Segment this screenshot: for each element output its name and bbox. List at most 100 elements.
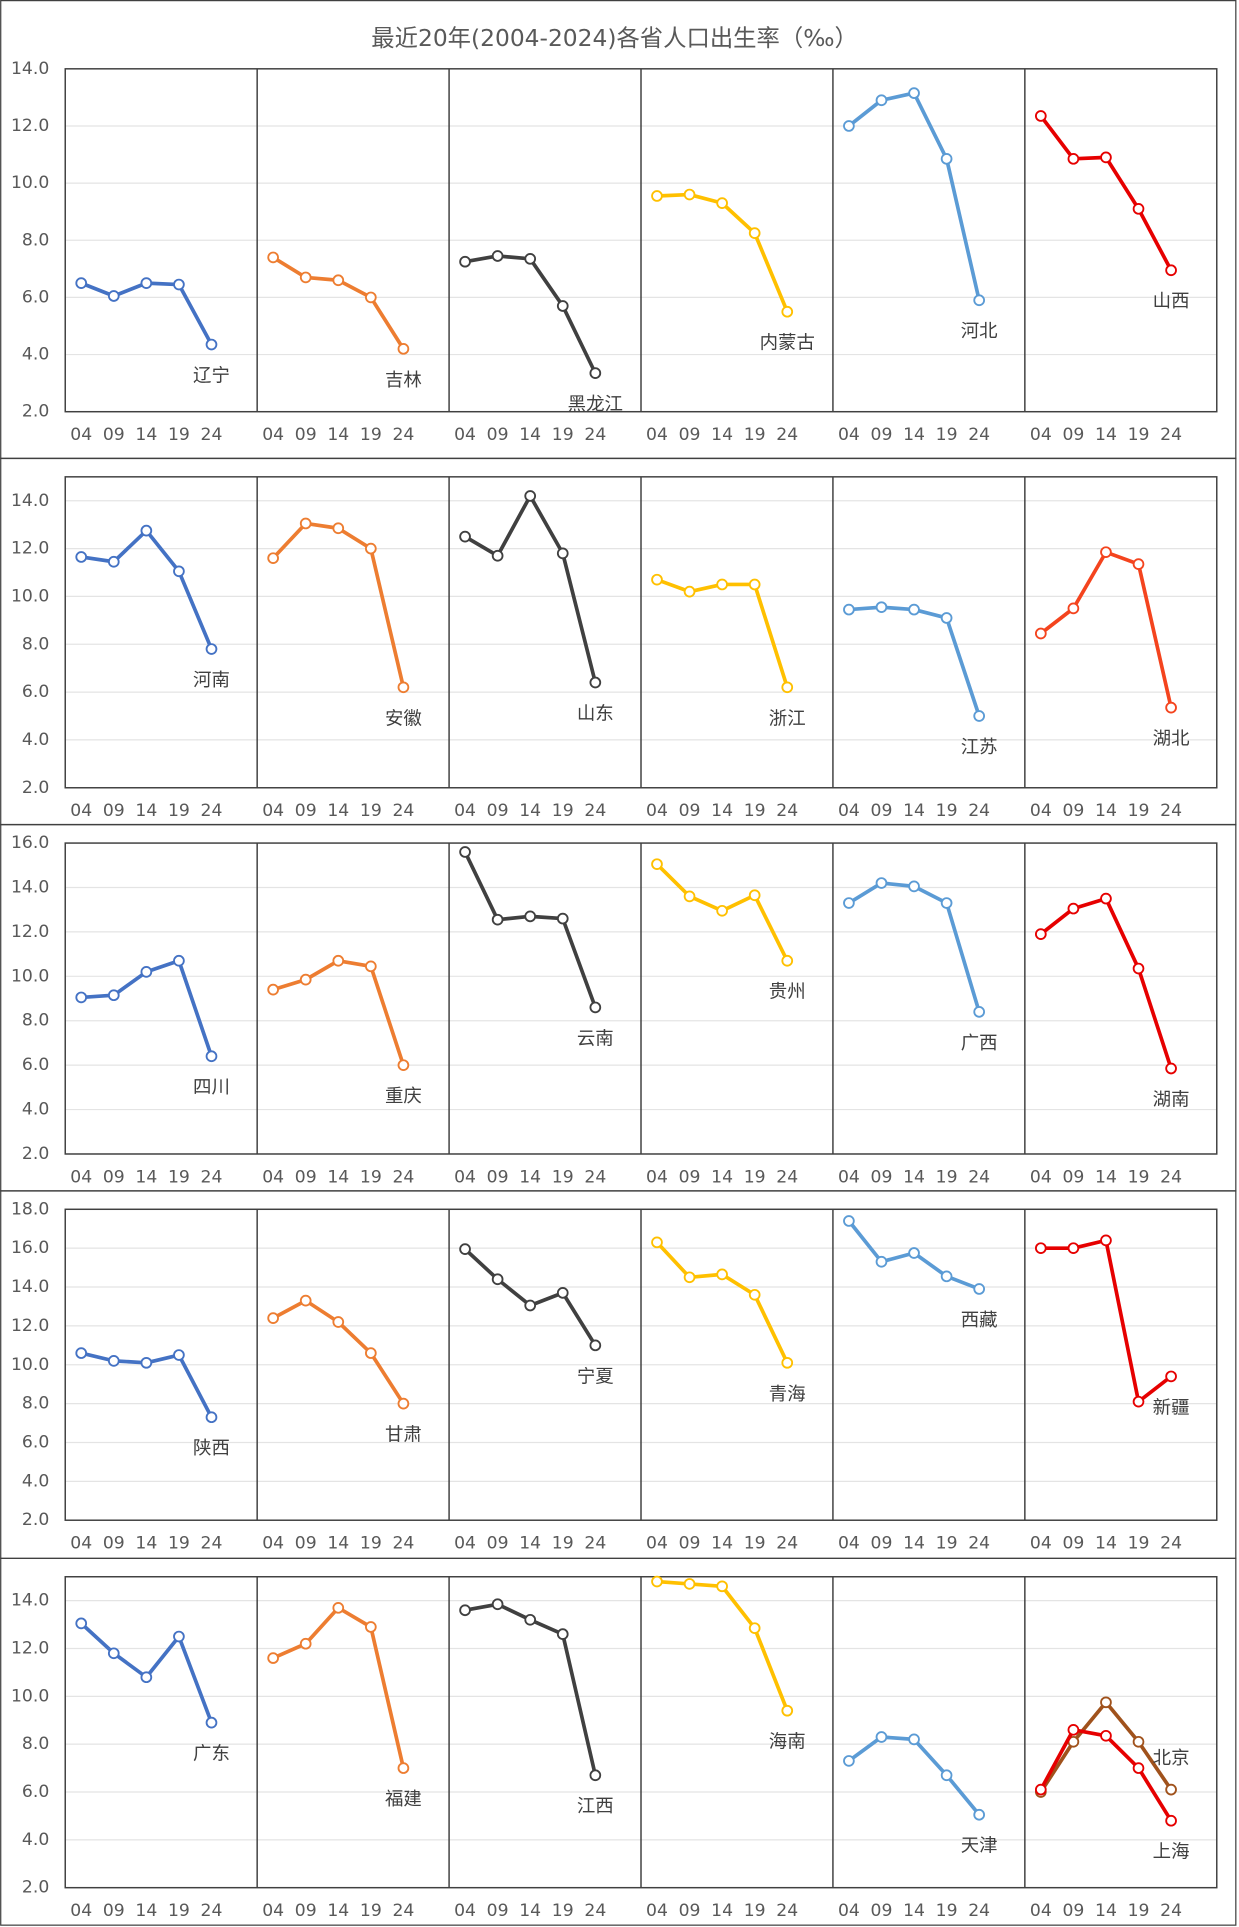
series-label: 贵州 (769, 982, 806, 1003)
x-tick-label: 14 (711, 1901, 733, 1921)
data-point (1100, 1696, 1112, 1709)
x-tick-label: 04 (70, 1167, 92, 1187)
x-tick-label: 04 (838, 1901, 860, 1921)
data-point (589, 1339, 602, 1352)
y-tick-label: 4.0 (22, 1830, 49, 1850)
data-point (940, 612, 953, 624)
data-point (491, 1598, 504, 1611)
series-label: 北京 (1153, 1748, 1190, 1769)
data-point (908, 880, 920, 893)
x-tick-label: 09 (295, 1534, 317, 1554)
y-tick-label: 14.0 (11, 491, 49, 511)
data-point (397, 1059, 410, 1071)
series-label: 辽宁 (193, 366, 230, 387)
data-point (524, 1299, 537, 1312)
x-tick-label: 24 (201, 1167, 223, 1187)
x-tick-label: 09 (487, 801, 509, 821)
data-point (748, 227, 761, 239)
x-tick-label: 19 (936, 1167, 958, 1187)
series-label: 青海 (769, 1384, 806, 1405)
y-tick-label: 6.0 (22, 1782, 49, 1802)
x-tick-label: 09 (1062, 425, 1084, 445)
x-tick-label: 19 (936, 425, 958, 445)
data-point (651, 573, 663, 586)
y-tick-label: 12.0 (11, 922, 49, 942)
x-tick-label: 24 (392, 1167, 414, 1187)
x-tick-label: 24 (1160, 1534, 1182, 1554)
x-tick-label: 04 (454, 425, 476, 445)
y-tick-label: 14.0 (11, 877, 49, 897)
y-tick-label: 2.0 (22, 778, 49, 798)
y-tick-label: 16.0 (11, 833, 49, 853)
x-tick-label: 19 (1128, 801, 1150, 821)
x-tick-label: 09 (679, 1901, 701, 1921)
x-tick-label: 24 (776, 801, 798, 821)
data-point (1132, 202, 1145, 215)
data-point (973, 1006, 986, 1018)
x-tick-label: 04 (70, 1534, 92, 1554)
x-tick-label: 19 (744, 1167, 766, 1187)
x-tick-label: 14 (903, 1167, 925, 1187)
data-point (140, 1356, 153, 1369)
data-point (843, 1215, 855, 1227)
data-point (397, 343, 410, 355)
data-point (1132, 1735, 1145, 1748)
x-tick-label: 04 (1030, 1167, 1052, 1187)
data-point (459, 255, 471, 268)
x-tick-label: 24 (968, 425, 990, 445)
data-point (973, 294, 986, 307)
data-point (173, 278, 185, 291)
x-tick-label: 19 (1128, 1901, 1150, 1921)
data-point (75, 1347, 88, 1359)
data-point (332, 954, 345, 967)
data-point (1165, 1370, 1177, 1383)
data-point (908, 603, 920, 616)
x-tick-label: 24 (584, 1901, 606, 1921)
series-label: 重庆 (385, 1086, 422, 1107)
data-point (1165, 1062, 1177, 1075)
data-point (1132, 962, 1145, 975)
x-tick-label: 04 (262, 1534, 284, 1554)
x-tick-label: 14 (135, 1167, 157, 1187)
x-tick-label: 24 (1160, 1901, 1182, 1921)
y-tick-label: 10.0 (11, 1355, 49, 1375)
data-point (365, 960, 377, 973)
data-point (267, 552, 279, 564)
x-tick-label: 09 (1062, 1901, 1084, 1921)
data-point (1100, 546, 1112, 559)
x-tick-label: 04 (838, 1534, 860, 1554)
x-tick-label: 24 (201, 801, 223, 821)
y-tick-label: 4.0 (22, 730, 49, 750)
data-point (875, 1255, 888, 1268)
x-tick-label: 14 (519, 801, 541, 821)
data-point (651, 1575, 663, 1588)
data-point (365, 291, 377, 304)
y-tick-label: 8.0 (22, 634, 49, 654)
data-point (75, 277, 88, 289)
data-point (1132, 1395, 1145, 1408)
data-point (556, 300, 569, 312)
x-tick-label: 19 (168, 1167, 190, 1187)
series-label: 陕西 (193, 1438, 230, 1459)
data-point (205, 1411, 218, 1424)
series-label: 浙江 (769, 708, 806, 729)
data-point (781, 954, 794, 967)
data-point (781, 305, 794, 318)
data-point (683, 188, 696, 201)
x-tick-label: 14 (135, 801, 157, 821)
data-point (205, 1050, 218, 1063)
y-tick-label: 6.0 (22, 287, 49, 307)
data-point (524, 490, 537, 502)
data-point (524, 910, 537, 923)
x-tick-label: 24 (392, 425, 414, 445)
data-point (1034, 928, 1047, 940)
data-point (107, 290, 120, 302)
y-tick-label: 14.0 (11, 1591, 49, 1611)
data-point (940, 152, 953, 165)
y-tick-label: 2.0 (22, 1510, 49, 1530)
data-point (491, 1273, 504, 1286)
data-point (1165, 701, 1177, 714)
data-point (908, 1733, 920, 1746)
y-tick-label: 10.0 (11, 1686, 49, 1706)
